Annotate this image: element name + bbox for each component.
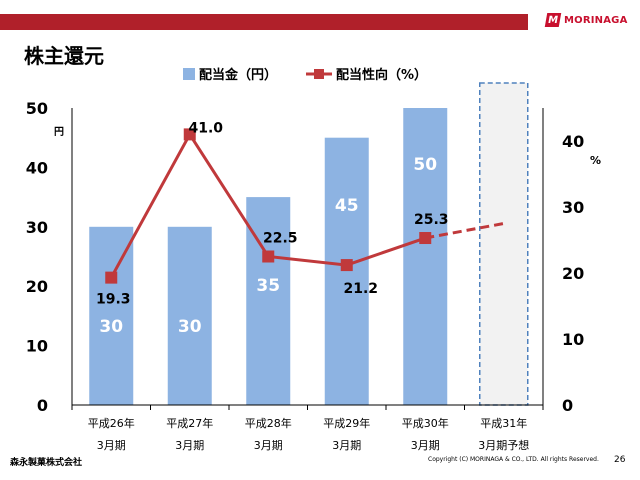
- y-left-tick-label: 30: [26, 218, 48, 237]
- y-left-tick-label: 0: [37, 396, 48, 415]
- bar-value-label: 35: [256, 276, 280, 296]
- y-right-unit: %: [590, 154, 601, 167]
- bar-dividend: [167, 226, 212, 405]
- x-category-sublabel: 3月期: [411, 439, 440, 452]
- payout-ratio-label: 19.3: [96, 292, 131, 308]
- payout-ratio-label: 25.3: [414, 212, 449, 228]
- y-right-tick-label: 30: [562, 198, 584, 217]
- legend-label-payout: 配当性向（%）: [336, 67, 427, 83]
- bar-value-label: 30: [99, 317, 123, 337]
- payout-ratio-marker: [340, 259, 353, 272]
- page-number: 26: [614, 455, 626, 465]
- y-right-tick-label: 20: [562, 264, 584, 283]
- y-left-unit: 円: [54, 126, 64, 138]
- x-category-label: 平成30年: [402, 416, 449, 430]
- header-bar: [0, 14, 528, 30]
- payout-ratio-marker: [419, 232, 432, 245]
- bar-value-label: 45: [335, 196, 359, 216]
- morinaga-logo: M MORINAGA: [544, 13, 628, 27]
- page-title: 株主還元: [24, 44, 104, 68]
- y-right-tick-label: 0: [562, 396, 573, 415]
- x-category-label: 平成27年: [166, 416, 213, 430]
- x-category-sublabel: 3月期: [254, 439, 283, 452]
- payout-ratio-marker: [183, 128, 196, 141]
- x-category-sublabel: 3月期予想: [478, 438, 529, 452]
- chart-legend: 配当金（円） 配当性向（%）: [183, 67, 427, 83]
- payout-ratio-marker: [105, 271, 118, 284]
- x-category-label: 平成31年: [480, 416, 527, 430]
- bar-dividend: [403, 108, 448, 405]
- bar-value-label: 50: [413, 155, 437, 175]
- logo-text: MORINAGA: [564, 14, 628, 26]
- bar-value-label: 30: [178, 317, 202, 337]
- footer-copyright: Copyright (C) MORINAGA & CO., LTD. All r…: [428, 456, 599, 463]
- legend-swatch-payout-marker: [314, 69, 324, 79]
- y-left-tick-label: 10: [26, 337, 48, 356]
- x-category-label: 平成29年: [323, 416, 370, 430]
- bar-dividend: [246, 197, 291, 405]
- y-left-tick-label: 50: [26, 99, 48, 118]
- x-category-sublabel: 3月期: [175, 439, 204, 452]
- x-category-sublabel: 3月期: [97, 439, 126, 452]
- legend-swatch-dividend: [183, 68, 195, 80]
- y-right-tick-label: 40: [562, 132, 584, 151]
- x-category-label: 平成26年: [88, 416, 135, 430]
- payout-ratio-label: 22.5: [263, 231, 298, 247]
- payout-ratio-marker: [262, 250, 275, 263]
- legend-label-dividend: 配当金（円）: [199, 67, 277, 83]
- y-left-tick-label: 40: [26, 158, 48, 177]
- forecast-box: [479, 82, 529, 406]
- payout-ratio-label: 21.2: [343, 281, 378, 297]
- bar-dividend: [324, 137, 369, 405]
- bar-dividend: [89, 226, 134, 405]
- x-category-label: 平成28年: [245, 416, 292, 430]
- footer-company-name: 森永製菓株式会社: [10, 458, 83, 468]
- x-category-sublabel: 3月期: [332, 439, 361, 452]
- y-right-tick-label: 10: [562, 330, 584, 349]
- y-left-tick-label: 20: [26, 277, 48, 296]
- payout-ratio-label: 41.0: [188, 120, 223, 136]
